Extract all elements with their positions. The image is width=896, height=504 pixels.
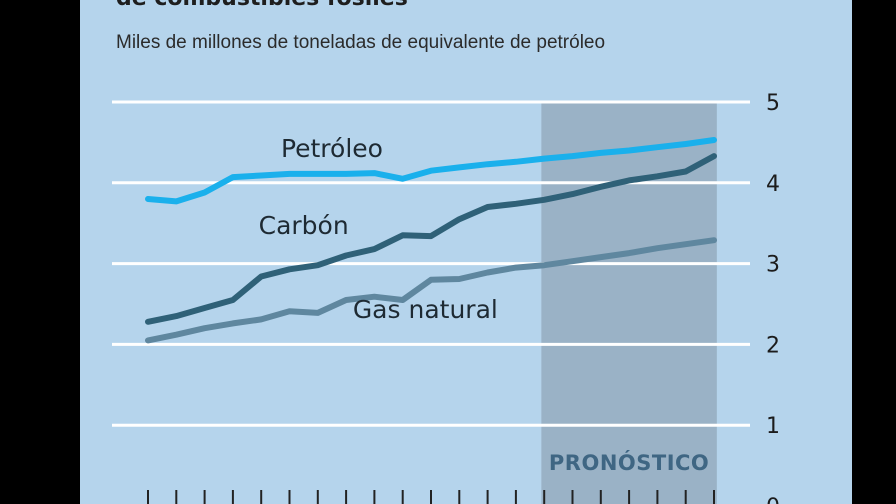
series-label-carbón: Carbón xyxy=(259,211,349,240)
forecast-label: PRONÓSTICO xyxy=(549,450,709,475)
y-tick-label: 0 xyxy=(766,495,780,504)
y-tick-label: 3 xyxy=(766,253,780,278)
right-frame xyxy=(852,0,896,504)
chart-title: de combustibles fósiles xyxy=(116,0,716,12)
series-line-gas-natural xyxy=(145,237,717,344)
y-tick-label: 4 xyxy=(766,172,780,197)
forecast-band xyxy=(541,102,717,504)
chart-subtitle: Miles de millones de toneladas de equiva… xyxy=(116,32,606,53)
y-tick-label: 2 xyxy=(766,333,780,358)
chart-panel xyxy=(80,0,852,504)
series-line-petróleo xyxy=(145,137,717,205)
left-frame xyxy=(0,0,80,504)
series-label-petróleo: Petróleo xyxy=(281,134,383,163)
y-tick-label: 1 xyxy=(766,414,780,439)
y-tick-label: 5 xyxy=(766,91,780,116)
series-line-carbón xyxy=(145,153,717,325)
series-label-gas-natural: Gas natural xyxy=(353,295,498,324)
